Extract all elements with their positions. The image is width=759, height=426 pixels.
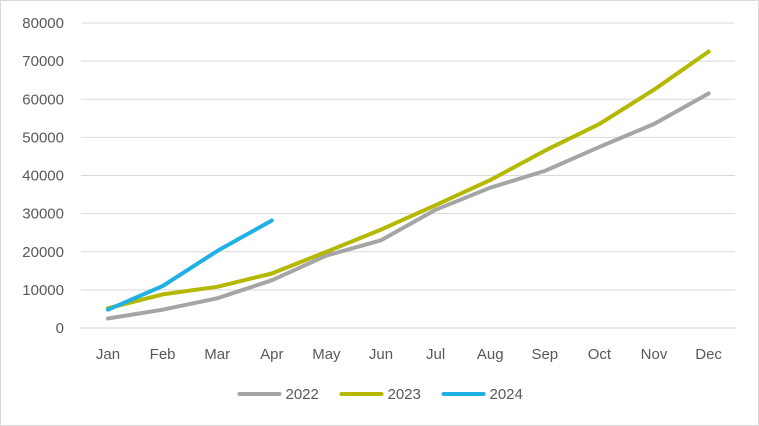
y-tick-label: 70000 [22, 53, 64, 70]
series-line-2024 [106, 218, 274, 312]
x-tick-label: Nov [641, 346, 668, 363]
x-tick-label: Jul [426, 346, 445, 363]
y-tick-label: 0 [56, 320, 64, 337]
x-tick-label: Aug [477, 346, 504, 363]
x-tick-label: Oct [588, 346, 612, 363]
y-tick-label: 50000 [22, 129, 64, 146]
series-line-2023 [106, 49, 711, 311]
x-tick-label: Apr [260, 346, 283, 363]
x-tick-label: May [312, 346, 341, 363]
legend-label: 2023 [388, 386, 421, 403]
legend-label: 2022 [286, 386, 319, 403]
y-tick-label: 10000 [22, 282, 64, 299]
y-tick-label: 40000 [22, 168, 64, 185]
x-tick-label: Feb [150, 346, 176, 363]
legend-label: 2024 [490, 386, 523, 403]
y-tick-label: 60000 [22, 91, 64, 108]
x-tick-label: Jun [369, 346, 393, 363]
y-axis-ticks: 0 10000 20000 30000 40000 50000 60000 70000 8000… [22, 15, 64, 337]
series-lines [106, 49, 711, 321]
legend: 2022 2023 2024 [237, 386, 523, 403]
x-tick-label: Jan [96, 346, 120, 363]
y-tick-label: 20000 [22, 244, 64, 261]
y-tick-label: 80000 [22, 15, 64, 32]
x-tick-label: Dec [695, 346, 722, 363]
x-tick-label: Mar [204, 346, 230, 363]
x-axis-ticks: Jan Feb Mar Apr May Jun Jul Aug Sep Oct Nov Dec [96, 346, 723, 363]
gridlines [81, 22, 735, 329]
y-tick-label: 30000 [22, 206, 64, 223]
series-line-2022 [106, 91, 711, 321]
x-tick-label: Sep [531, 346, 558, 363]
